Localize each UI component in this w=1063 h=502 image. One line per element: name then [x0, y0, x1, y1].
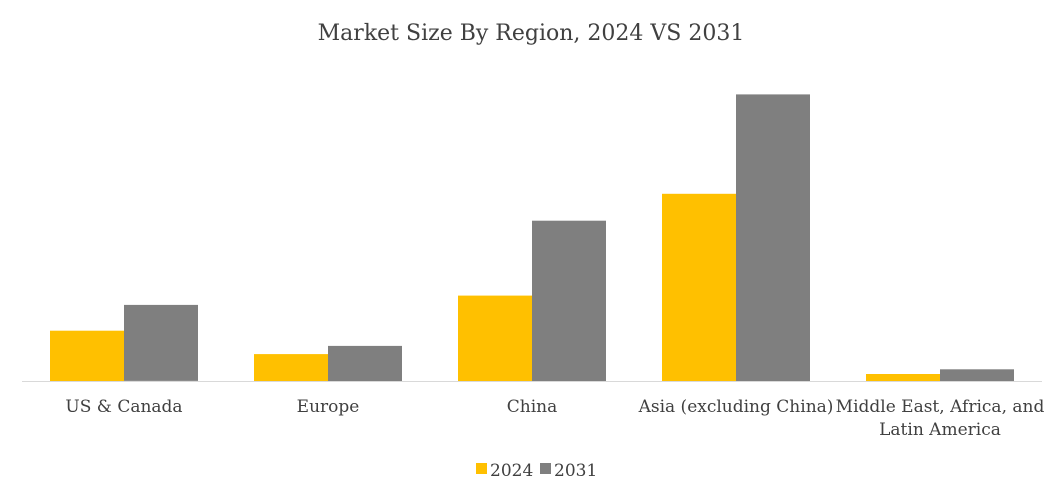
legend-swatch-2031	[540, 463, 551, 474]
bar-2024-0	[50, 330, 124, 381]
category-label-1: Europe	[297, 397, 360, 417]
bar-2024-3	[662, 193, 736, 381]
category-label-4-line-1: Latin America	[879, 420, 1001, 440]
legend: 2024 2031	[476, 461, 597, 481]
chart-title: Market Size By Region, 2024 VS 2031	[318, 21, 745, 46]
bar-2024-1	[254, 354, 328, 381]
category-label-0: US & Canada	[65, 397, 182, 417]
bar-2031-3	[736, 94, 810, 382]
legend-label-2031: 2031	[554, 461, 597, 481]
category-label-2: China	[507, 397, 557, 417]
bar-2024-2	[458, 295, 532, 381]
bars-group	[50, 94, 1014, 382]
legend-swatch-2024	[476, 463, 487, 474]
category-label-4-line-0: Middle East, Africa, and	[836, 397, 1045, 417]
bar-2031-0	[124, 304, 198, 381]
bar-2024-4	[866, 374, 940, 381]
category-label-3: Asia (excluding China)	[638, 397, 834, 417]
bar-2031-1	[328, 345, 402, 381]
bar-2031-2	[532, 220, 606, 381]
bar-2031-4	[940, 369, 1014, 381]
legend-label-2024: 2024	[490, 461, 533, 481]
category-labels: US & Canada Europe China Asia (excluding Ch…	[65, 397, 1044, 440]
